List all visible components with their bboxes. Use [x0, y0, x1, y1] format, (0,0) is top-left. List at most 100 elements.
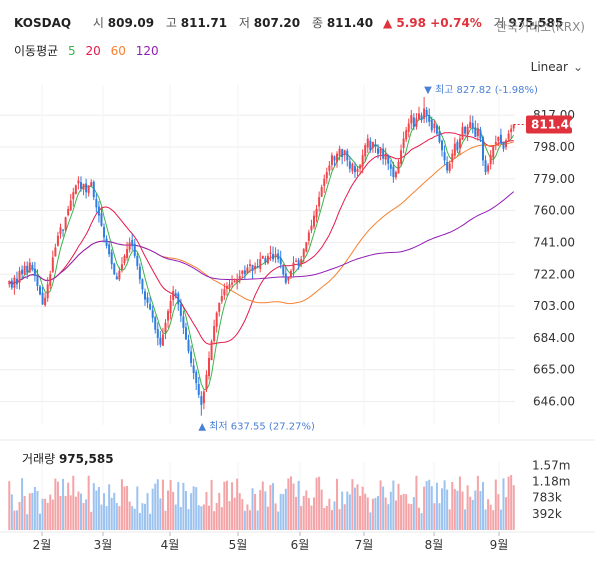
volume-bar	[310, 505, 313, 530]
volume-bar	[315, 477, 318, 530]
volume-bar	[282, 494, 285, 530]
candle-body	[384, 153, 387, 160]
volume-bar	[297, 480, 300, 530]
candle-body	[223, 289, 226, 296]
volume-bar	[156, 479, 159, 530]
volume-bar	[405, 494, 408, 530]
x-tick-label: 2월	[33, 538, 52, 552]
candle-body	[353, 166, 356, 173]
candle-body	[458, 138, 461, 149]
ma-120-label[interactable]: 120	[135, 44, 159, 58]
candle-body	[474, 127, 477, 137]
candle-body	[425, 110, 428, 116]
volume-tick-label: 1.18m	[532, 474, 570, 488]
candle-body	[64, 217, 67, 231]
volume-bar	[10, 494, 13, 530]
candle-body	[359, 165, 362, 169]
candle-body	[453, 143, 456, 156]
volume-bar	[417, 507, 420, 530]
candle-body	[208, 358, 211, 376]
volume-bar	[289, 476, 292, 530]
candle-body	[307, 232, 310, 241]
volume-tick-label: 783k	[532, 491, 562, 505]
volume-bar	[435, 482, 438, 530]
candle-body	[494, 141, 497, 144]
volume-bar	[266, 506, 269, 530]
candle-body	[443, 152, 446, 161]
scale-label: Linear	[530, 60, 568, 74]
volume-bar	[108, 484, 111, 530]
ma-5-line	[8, 114, 515, 391]
candle-body	[159, 337, 162, 345]
volume-bar	[26, 514, 29, 530]
candle-body	[310, 225, 313, 231]
volume-bar	[90, 511, 93, 530]
candle-body	[507, 133, 510, 140]
volume-bar	[469, 496, 472, 530]
ma-60-label[interactable]: 60	[110, 44, 126, 58]
candle-body	[120, 264, 123, 270]
scale-selector[interactable]: Linear ⌄	[531, 60, 583, 74]
candle-body	[251, 264, 254, 271]
candle-body	[123, 255, 126, 264]
candle-body	[200, 396, 203, 405]
candle-body	[103, 226, 106, 238]
volume-bar	[64, 495, 67, 530]
ma-20-label[interactable]: 20	[85, 44, 101, 58]
volume-bar	[202, 504, 205, 530]
candle-body	[118, 270, 121, 280]
candle-body	[279, 257, 282, 265]
candle-body	[410, 115, 413, 124]
candle-body	[464, 127, 467, 134]
volume-bar	[343, 504, 346, 530]
candle-body	[15, 278, 18, 285]
candle-body	[318, 197, 321, 207]
max-price-marker: ▼ 최고 827.82 (-1.98%)	[424, 84, 538, 96]
volume-panel-label: 거래량	[22, 452, 56, 466]
candle-body	[54, 247, 57, 257]
y-tick-label: 779.00	[533, 172, 575, 186]
candle-body	[49, 274, 52, 286]
candle-body	[225, 285, 228, 289]
volume-bar	[113, 492, 116, 530]
volume-bar	[184, 490, 187, 530]
volume-bar	[256, 510, 259, 530]
ma-5-label[interactable]: 5	[68, 44, 76, 58]
candle-body	[471, 123, 474, 129]
candle-body	[67, 208, 70, 216]
volume-bar	[338, 509, 341, 530]
volume-bar	[23, 495, 26, 530]
volume-bar	[225, 480, 228, 530]
volume-bar	[379, 480, 382, 530]
volume-bar	[466, 485, 469, 530]
x-tick-label: 6월	[291, 538, 310, 552]
candle-body	[348, 161, 351, 169]
symbol-name: KOSDAQ	[14, 16, 72, 30]
candle-body	[430, 119, 433, 131]
last-price-badge	[526, 115, 572, 134]
candle-body	[420, 115, 423, 121]
candle-body	[312, 215, 315, 227]
volume-bar	[69, 495, 72, 530]
volume-value: 975,585	[508, 16, 564, 30]
volume-bar	[36, 490, 39, 530]
x-tick-label: 9월	[490, 538, 509, 552]
candle-body	[236, 279, 239, 283]
candle-body	[39, 286, 42, 295]
volume-bar	[21, 478, 24, 530]
candle-body	[126, 249, 129, 258]
volume-bar	[356, 484, 359, 530]
volume-bar	[346, 491, 349, 530]
candle-body	[484, 160, 487, 173]
volume-bar	[492, 510, 495, 530]
candle-body	[167, 311, 170, 321]
volume-bar	[110, 497, 113, 530]
volume-bar	[100, 504, 103, 530]
candle-body	[392, 166, 395, 178]
volume-bar	[487, 499, 490, 530]
candle-body	[41, 292, 44, 305]
volume-bar	[359, 495, 362, 530]
candle-body	[374, 144, 377, 147]
candle-body	[330, 155, 333, 165]
